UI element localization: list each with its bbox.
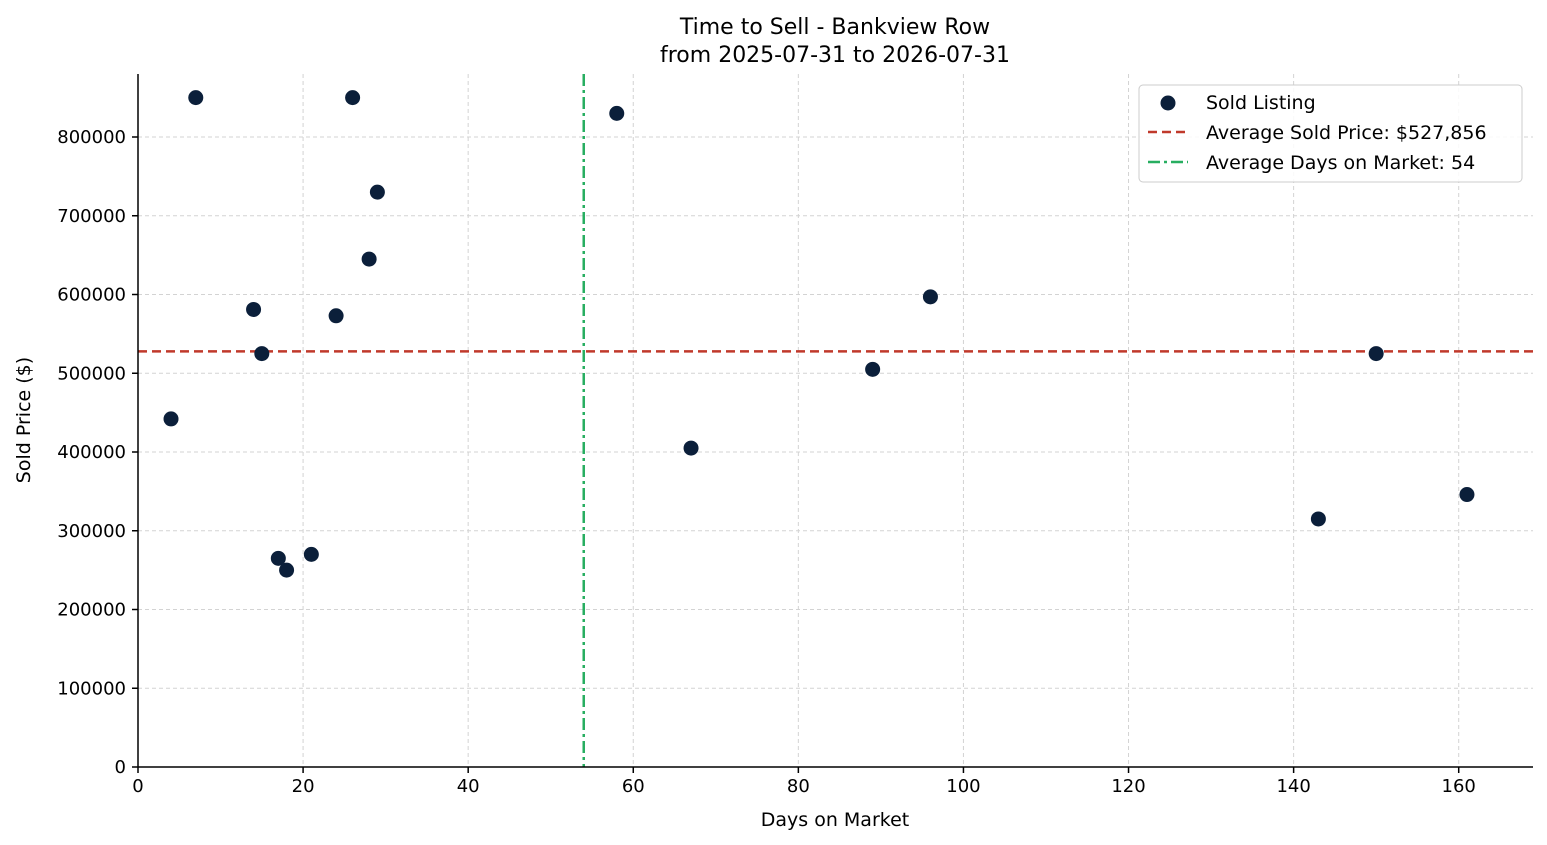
- legend-box: [1138, 84, 1523, 183]
- data-point: [1459, 487, 1475, 503]
- x-tick-label: 80: [787, 776, 810, 797]
- y-tick-label: 700000: [57, 206, 126, 227]
- y-tick-label: 0: [115, 757, 126, 778]
- data-point: [328, 308, 344, 324]
- y-tick-label: 300000: [57, 521, 126, 542]
- x-tick-label: 140: [1276, 776, 1310, 797]
- legend-label-average-days: Average Days on Market: 54: [1206, 152, 1475, 174]
- x-tick-label: 0: [132, 776, 143, 797]
- data-point: [865, 361, 881, 377]
- x-tick-label: 40: [457, 776, 480, 797]
- legend-label-average-price: Average Sold Price: $527,856: [1206, 122, 1487, 144]
- data-point: [345, 90, 361, 106]
- data-point: [361, 251, 377, 267]
- legend-marker-sold-listing: [1160, 95, 1176, 111]
- data-point: [369, 184, 385, 200]
- data-points: [163, 90, 1475, 578]
- y-tick-label: 400000: [57, 442, 126, 463]
- data-point: [1310, 511, 1326, 527]
- data-point: [163, 411, 179, 427]
- data-point: [303, 546, 319, 562]
- chart-title: Time to Sell - Bankview Row: [679, 15, 990, 40]
- y-tick-label: 800000: [57, 127, 126, 148]
- grid-lines: [137, 74, 1533, 768]
- data-point: [246, 301, 262, 317]
- data-point: [188, 90, 204, 106]
- y-axis-label: Sold Price ($): [13, 357, 35, 483]
- legend-label-sold-listing: Sold Listing: [1206, 92, 1316, 114]
- x-tick-label: 20: [292, 776, 315, 797]
- y-tick-label: 600000: [57, 285, 126, 306]
- reference-lines: [138, 74, 1533, 767]
- y-tick-label: 200000: [57, 600, 126, 621]
- chart-subtitle: from 2025-07-31 to 2026-07-31: [660, 43, 1010, 68]
- y-tick-label: 100000: [57, 678, 126, 699]
- y-tick-label: 500000: [57, 363, 126, 384]
- data-point: [254, 346, 270, 362]
- legend: Sold Listing Average Sold Price: $527,85…: [1138, 84, 1523, 183]
- data-point: [683, 440, 699, 456]
- y-axis-ticks: 0 100000 200000 300000 400000 500000 600000 700…: [57, 127, 138, 778]
- data-point: [609, 105, 625, 121]
- x-axis-ticks: 0 20 40 60 80 100 120 140 160: [132, 767, 1476, 797]
- axes: [137, 74, 1533, 768]
- data-point: [279, 562, 295, 578]
- data-point: [1368, 346, 1384, 362]
- data-point: [922, 289, 938, 305]
- data-point: [270, 550, 286, 566]
- x-axis-label: Days on Market: [761, 809, 909, 831]
- x-tick-label: 120: [1111, 776, 1145, 797]
- x-tick-label: 160: [1442, 776, 1476, 797]
- x-tick-label: 100: [946, 776, 980, 797]
- x-tick-label: 60: [622, 776, 645, 797]
